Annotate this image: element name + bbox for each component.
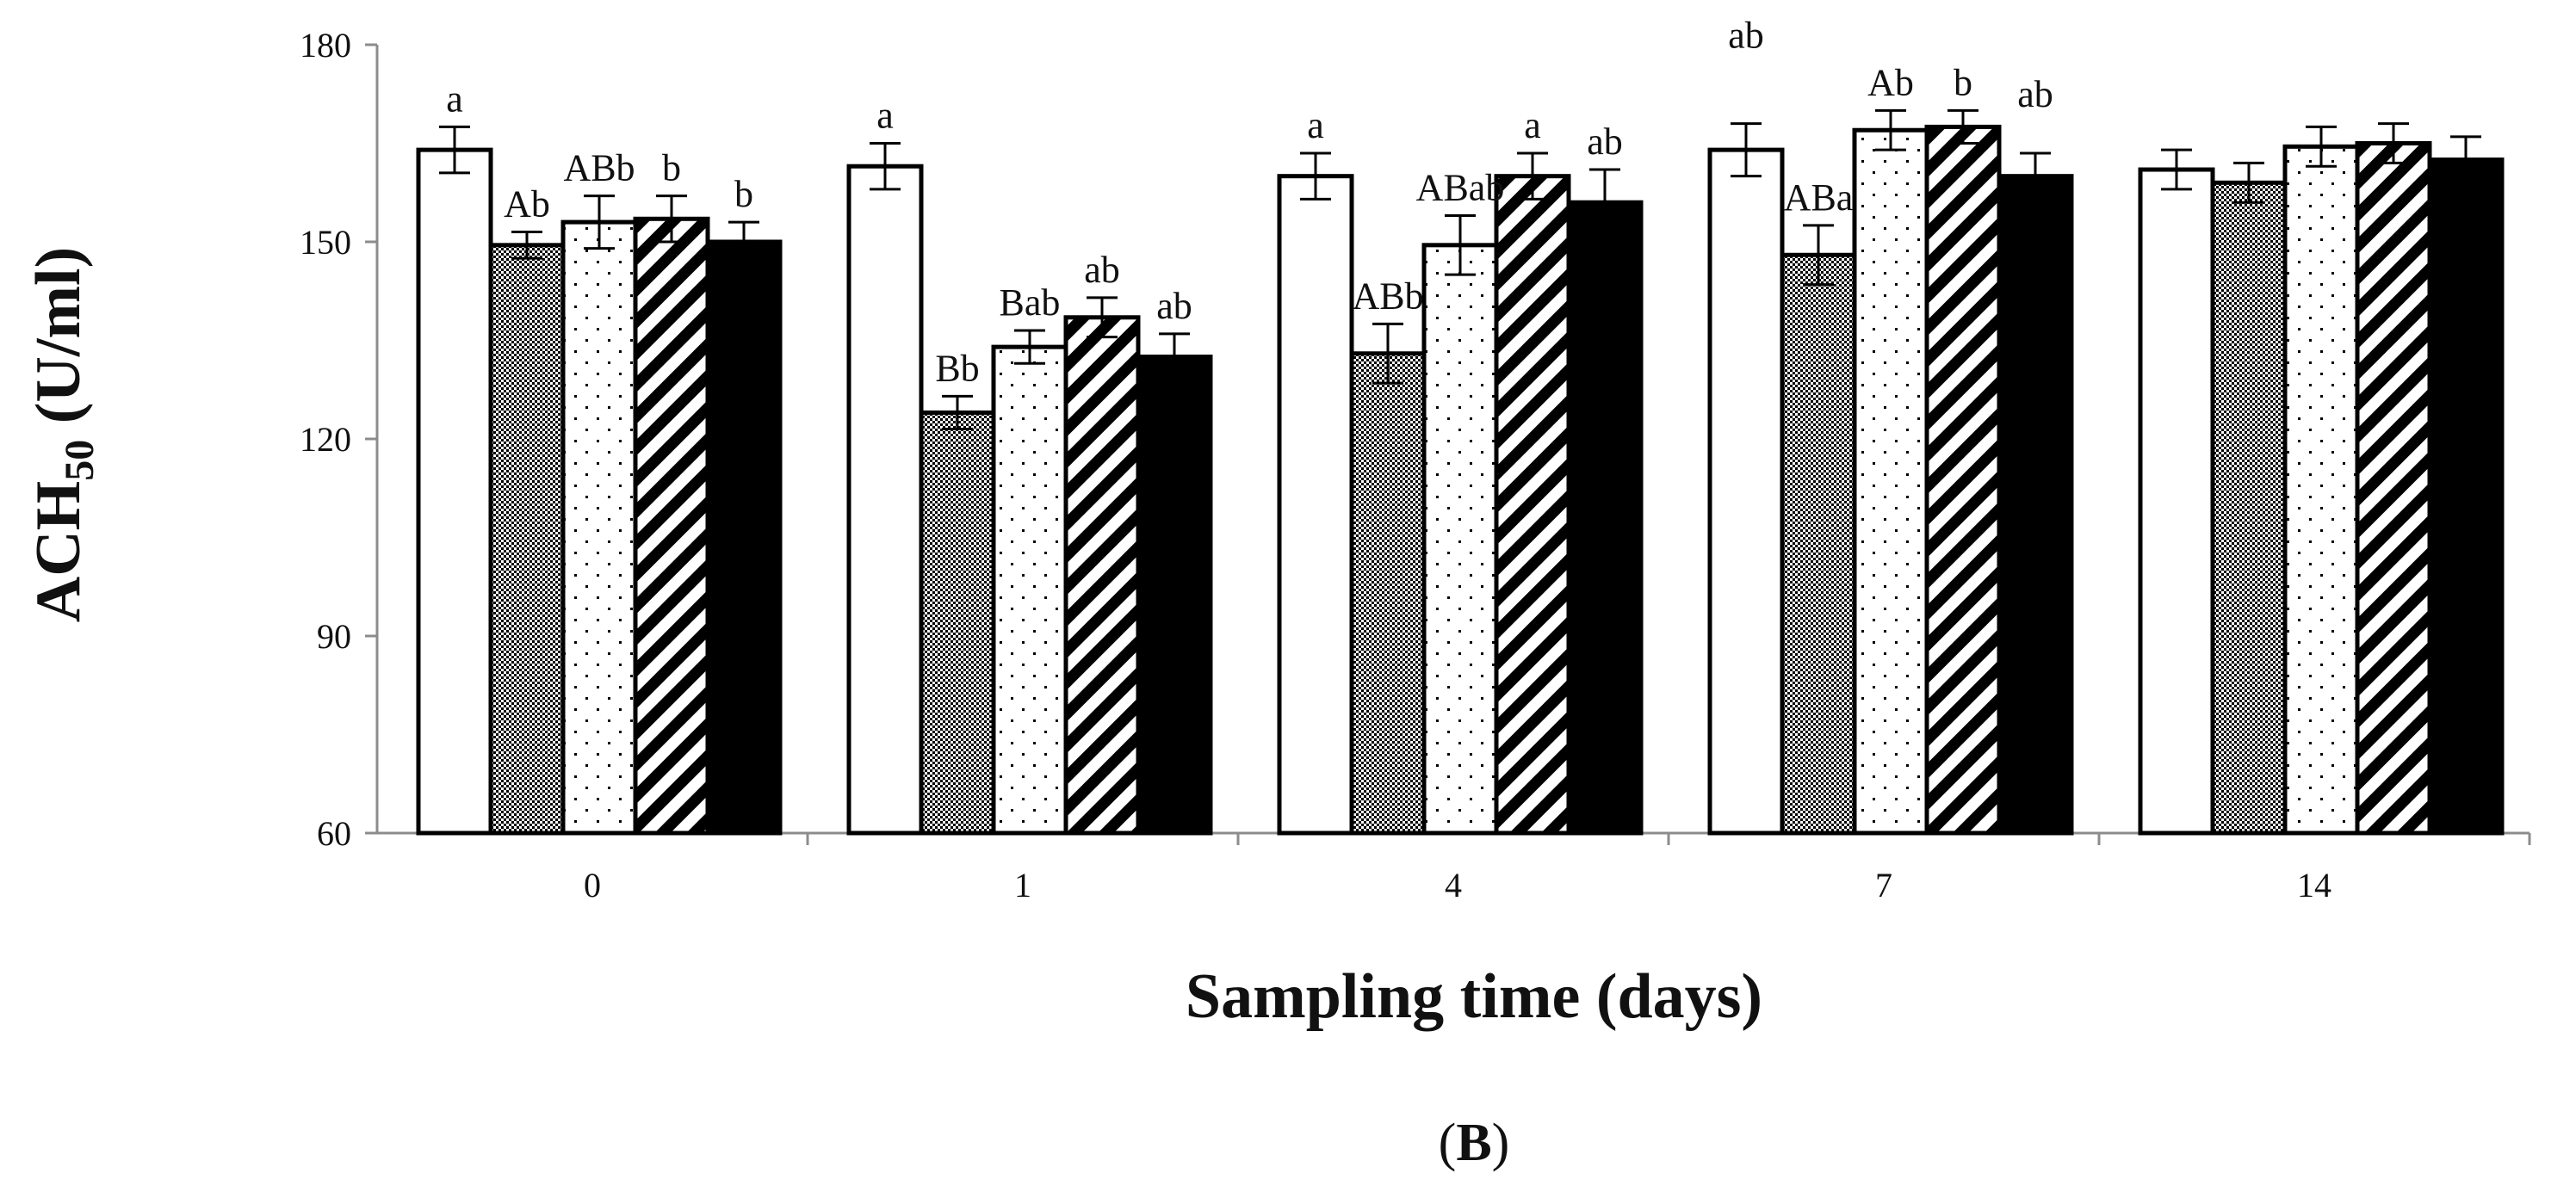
caption-letter: B bbox=[1456, 1114, 1491, 1172]
caption-open: ( bbox=[1439, 1114, 1457, 1172]
bar-group-1-day-4 bbox=[1277, 174, 1354, 836]
error-bar bbox=[1517, 151, 1548, 201]
error-bar bbox=[870, 142, 901, 191]
bar-group-3-day-14 bbox=[2282, 144, 2360, 836]
bar-group-2-day-1 bbox=[919, 410, 996, 836]
error-bar bbox=[1300, 151, 1331, 201]
significance-label: a bbox=[1307, 104, 1324, 146]
error-bar bbox=[1087, 296, 1118, 339]
bar-group-4-day-4 bbox=[1494, 174, 1571, 836]
error-bar bbox=[2233, 161, 2264, 204]
significance-label: Ab bbox=[504, 183, 550, 225]
bar-group-4-day-1 bbox=[1063, 315, 1141, 836]
error-bar bbox=[1372, 322, 1403, 385]
error-bar bbox=[2378, 122, 2409, 164]
bar-group-2-day-7 bbox=[1780, 252, 1857, 836]
error-bar bbox=[942, 394, 973, 431]
y-tick-label: 150 bbox=[300, 223, 351, 262]
error-bar bbox=[2450, 135, 2481, 184]
x-tick-label: 4 bbox=[1445, 866, 1462, 905]
y-axis-title-subscript: 50 bbox=[57, 440, 102, 481]
bar-group-1-day-1 bbox=[846, 164, 924, 836]
error-bar bbox=[1014, 329, 1045, 365]
x-tick-label: 7 bbox=[1875, 866, 1892, 905]
bars-layer bbox=[416, 108, 2505, 836]
error-bar bbox=[2306, 125, 2337, 168]
error-bar bbox=[2161, 148, 2192, 191]
error-bar bbox=[1875, 108, 1906, 151]
x-axis-title: Sampling time (days) bbox=[1186, 961, 1762, 1032]
bar-group-2-day-4 bbox=[1349, 351, 1427, 836]
significance-label: ABb bbox=[1352, 275, 1423, 317]
error-bar bbox=[2020, 151, 2051, 201]
y-axis-title-main: ACH bbox=[23, 481, 94, 622]
error-bar bbox=[439, 125, 470, 175]
error-bar bbox=[1159, 332, 1190, 381]
bar-group-3-day-7 bbox=[1852, 127, 1929, 836]
x-tick-label: 1 bbox=[1014, 866, 1031, 905]
figure-caption: (B) bbox=[1439, 1114, 1510, 1172]
significance-label: ABa bbox=[1784, 176, 1854, 219]
error-bar bbox=[1947, 108, 1978, 145]
significance-label: Bab bbox=[1000, 281, 1061, 324]
bar-group-4-day-14 bbox=[2355, 141, 2432, 836]
significance-label: ab bbox=[1587, 120, 1623, 163]
significance-label: ab bbox=[2017, 73, 2053, 115]
y-axis-title: ACH50 (U/ml) bbox=[23, 247, 102, 622]
significance-label: b bbox=[1954, 61, 1972, 103]
error-bar bbox=[728, 220, 759, 263]
bar-group-5-day-4 bbox=[1566, 200, 1644, 836]
error-bar bbox=[584, 194, 615, 250]
bar-group-3-day-0 bbox=[560, 219, 638, 836]
y-tick-label: 60 bbox=[317, 814, 351, 853]
y-tick-label: 180 bbox=[300, 26, 351, 65]
bar-group-1-day-7 bbox=[1707, 147, 1785, 836]
y-axis-title-unit: (U/ml) bbox=[23, 247, 94, 440]
bar-group-3-day-4 bbox=[1421, 243, 1499, 836]
caption-close: ) bbox=[1492, 1114, 1510, 1172]
significance-label: b bbox=[734, 173, 753, 215]
bar-group-5-day-0 bbox=[705, 239, 783, 836]
bar-group-5-day-7 bbox=[1997, 174, 2074, 836]
bar-group-1-day-14 bbox=[2138, 167, 2215, 836]
error-bar bbox=[656, 194, 687, 244]
x-tick-label: 0 bbox=[584, 866, 601, 905]
significance-label: Ab bbox=[1867, 61, 1914, 103]
significance-label: b bbox=[662, 147, 681, 189]
bar-group-2-day-14 bbox=[2210, 180, 2288, 836]
significance-label: a bbox=[446, 77, 463, 120]
significance-label: Bb bbox=[935, 347, 979, 389]
error-bar bbox=[1445, 213, 1476, 276]
significance-label: ABab bbox=[1416, 166, 1505, 208]
bar-group-5-day-14 bbox=[2427, 157, 2505, 836]
error-bar bbox=[511, 231, 542, 260]
significance-label: ab bbox=[1084, 249, 1120, 291]
error-bar bbox=[1731, 122, 1762, 178]
significance-label: ABb bbox=[563, 147, 635, 189]
bar-group-4-day-0 bbox=[633, 216, 710, 836]
significance-label: a bbox=[876, 95, 894, 137]
error-bar bbox=[1803, 224, 1834, 287]
significance-label: ab bbox=[1728, 15, 1764, 57]
x-tick-label: 14 bbox=[2297, 866, 2331, 905]
y-tick-label: 120 bbox=[300, 420, 351, 459]
significance-label: ab bbox=[1156, 285, 1192, 327]
error-bar bbox=[1589, 168, 1620, 237]
bar-group-3-day-1 bbox=[991, 344, 1068, 836]
y-tick-label: 90 bbox=[317, 617, 351, 656]
bar-group-1-day-0 bbox=[416, 147, 493, 836]
bar-group-2-day-0 bbox=[488, 243, 566, 836]
significance-label: a bbox=[1524, 104, 1541, 146]
bar-group-4-day-7 bbox=[1924, 124, 2002, 836]
bar-group-5-day-1 bbox=[1136, 355, 1213, 836]
